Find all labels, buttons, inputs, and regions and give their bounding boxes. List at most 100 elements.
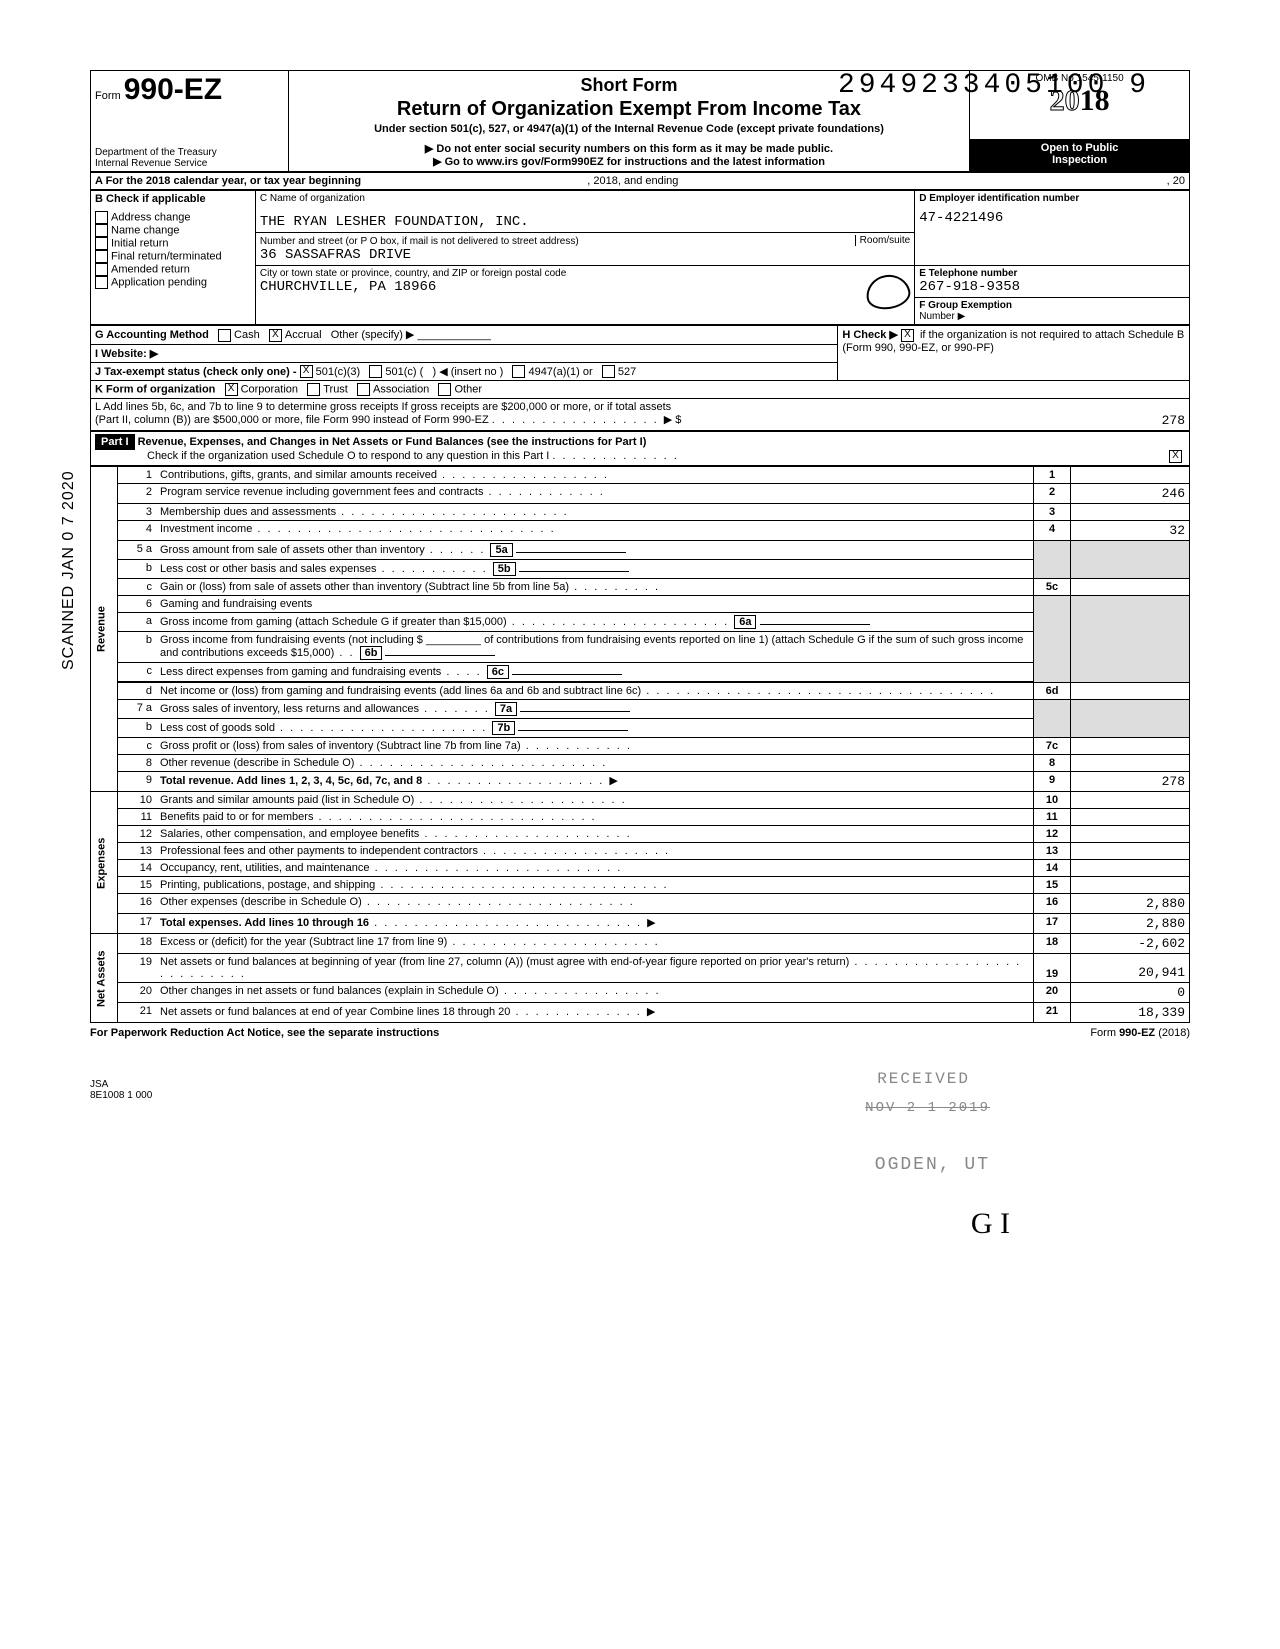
d-label: D Employer identification number bbox=[919, 193, 1079, 204]
t-20: Other changes in net assets or fund bala… bbox=[160, 985, 499, 997]
l-arrow: ▶ $ bbox=[664, 414, 682, 426]
j-label: J Tax-exempt status (check only one) - bbox=[95, 366, 297, 378]
t-9: Total revenue. Add lines 1, 2, 3, 4, 5c,… bbox=[160, 775, 422, 787]
check-amended-return[interactable] bbox=[95, 263, 108, 276]
opt-trust: Trust bbox=[323, 384, 348, 396]
ein: 47-4221496 bbox=[919, 210, 1185, 226]
org-name: THE RYAN LESHER FOUNDATION, INC. bbox=[260, 214, 910, 230]
ibox-6a: 6a bbox=[734, 615, 756, 629]
n-6c: c bbox=[118, 663, 157, 682]
box-2: 2 bbox=[1034, 484, 1071, 504]
ibox-7b: 7b bbox=[492, 721, 515, 735]
t-11: Benefits paid to or for members bbox=[160, 811, 313, 823]
n-19: 19 bbox=[118, 954, 157, 983]
amt-14 bbox=[1071, 860, 1190, 877]
bullet-1: ▶ Do not enter social security numbers o… bbox=[293, 142, 965, 155]
amt-9: 278 bbox=[1071, 772, 1190, 792]
footer-right: Form 990-EZ (2018) bbox=[1090, 1027, 1190, 1039]
n-3: 3 bbox=[118, 504, 157, 521]
f-label: F Group Exemption bbox=[919, 300, 1012, 311]
box-10: 10 bbox=[1034, 792, 1071, 809]
ibox-5b: 5b bbox=[493, 562, 516, 576]
n-1: 1 bbox=[118, 467, 157, 484]
check-accrual[interactable]: X bbox=[269, 329, 282, 342]
amt-12 bbox=[1071, 826, 1190, 843]
n-16: 16 bbox=[118, 894, 157, 914]
t-16: Other expenses (describe in Schedule O) bbox=[160, 896, 362, 908]
t-13: Professional fees and other payments to … bbox=[160, 845, 478, 857]
n-10: 10 bbox=[118, 792, 157, 809]
check-corp[interactable]: X bbox=[225, 383, 238, 396]
box-5c: 5c bbox=[1034, 579, 1071, 596]
ibox-5a: 5a bbox=[490, 543, 512, 557]
box-16: 16 bbox=[1034, 894, 1071, 914]
initials: G I bbox=[971, 1207, 1010, 1241]
n-15: 15 bbox=[118, 877, 157, 894]
room-label: Room/suite bbox=[855, 235, 911, 246]
e-label: E Telephone number bbox=[919, 268, 1017, 279]
section-a-mid: , 2018, and ending bbox=[587, 175, 678, 187]
n-5a: 5 a bbox=[118, 541, 157, 560]
check-cash[interactable] bbox=[218, 329, 231, 342]
opt-final-return: Final return/terminated bbox=[111, 250, 222, 262]
check-name-change[interactable] bbox=[95, 224, 108, 237]
ibox-6c: 6c bbox=[487, 665, 509, 679]
t-4: Investment income bbox=[160, 523, 252, 535]
check-final-return[interactable] bbox=[95, 250, 108, 263]
section-a-end: , 20 bbox=[1167, 175, 1185, 187]
street-label: Number and street (or P O box, if mail i… bbox=[260, 236, 579, 247]
opt-cash: Cash bbox=[234, 329, 260, 341]
check-initial-return[interactable] bbox=[95, 237, 108, 250]
irs-label: Internal Revenue Service bbox=[95, 158, 284, 169]
check-part1-scho[interactable]: X bbox=[1169, 450, 1182, 463]
n-6d: d bbox=[118, 683, 157, 700]
n-6b: b bbox=[118, 632, 157, 663]
title-main: Return of Organization Exempt From Incom… bbox=[293, 98, 965, 121]
n-21: 21 bbox=[118, 1003, 157, 1023]
box-18: 18 bbox=[1034, 934, 1071, 954]
jsa-code: 8E1008 1 000 bbox=[90, 1090, 1190, 1101]
n-8: 8 bbox=[118, 755, 157, 772]
t-12: Salaries, other compensation, and employ… bbox=[160, 828, 419, 840]
opt-corp: Corporation bbox=[241, 384, 298, 396]
opt-501c: 501(c) ( bbox=[385, 366, 423, 378]
check-527[interactable] bbox=[602, 365, 615, 378]
t-6c: Less direct expenses from gaming and fun… bbox=[160, 666, 441, 678]
opt-initial-return: Initial return bbox=[111, 237, 168, 249]
box-1: 1 bbox=[1034, 467, 1071, 484]
n-7b: b bbox=[118, 719, 157, 738]
check-application-pending[interactable] bbox=[95, 276, 108, 289]
t-6d: Net income or (loss) from gaming and fun… bbox=[160, 685, 641, 697]
amt-7c bbox=[1071, 738, 1190, 755]
check-trust[interactable] bbox=[307, 383, 320, 396]
t-3: Membership dues and assessments bbox=[160, 506, 336, 518]
dept-treasury: Department of the Treasury bbox=[95, 147, 284, 158]
section-a-text: A For the 2018 calendar year, or tax yea… bbox=[95, 175, 361, 187]
box-14: 14 bbox=[1034, 860, 1071, 877]
check-501c[interactable] bbox=[369, 365, 382, 378]
t-7c: Gross profit or (loss) from sales of inv… bbox=[160, 740, 521, 752]
check-501c3[interactable]: X bbox=[300, 365, 313, 378]
opt-501c3: 501(c)(3) bbox=[316, 366, 361, 378]
t-18: Excess or (deficit) for the year (Subtra… bbox=[160, 936, 447, 948]
check-address-change[interactable] bbox=[95, 211, 108, 224]
t-10: Grants and similar amounts paid (list in… bbox=[160, 794, 414, 806]
box-9: 9 bbox=[1034, 772, 1071, 792]
n-9: 9 bbox=[118, 772, 157, 792]
n-11: 11 bbox=[118, 809, 157, 826]
check-assoc[interactable] bbox=[357, 383, 370, 396]
check-other[interactable] bbox=[438, 383, 451, 396]
i-label: I Website: ▶ bbox=[95, 348, 158, 360]
opt-assoc: Association bbox=[373, 384, 429, 396]
check-4947[interactable] bbox=[512, 365, 525, 378]
part1-label: Part I bbox=[95, 434, 135, 450]
n-2: 2 bbox=[118, 484, 157, 504]
n-5c: c bbox=[118, 579, 157, 596]
amt-1 bbox=[1071, 467, 1190, 484]
t-7b: Less cost of goods sold bbox=[160, 722, 275, 734]
opt-name-change: Name change bbox=[111, 224, 180, 236]
n-20: 20 bbox=[118, 983, 157, 1003]
t-6a: Gross income from gaming (attach Schedul… bbox=[160, 616, 507, 628]
check-h[interactable]: X bbox=[901, 329, 914, 342]
inspection: Inspection bbox=[974, 154, 1185, 166]
